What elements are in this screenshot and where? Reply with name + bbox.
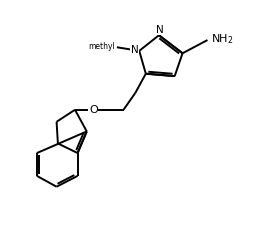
Text: methyl: methyl: [88, 42, 115, 51]
Text: O: O: [89, 105, 98, 115]
Text: NH$_2$: NH$_2$: [211, 33, 234, 46]
Text: N: N: [131, 45, 139, 55]
Text: N: N: [156, 25, 164, 34]
